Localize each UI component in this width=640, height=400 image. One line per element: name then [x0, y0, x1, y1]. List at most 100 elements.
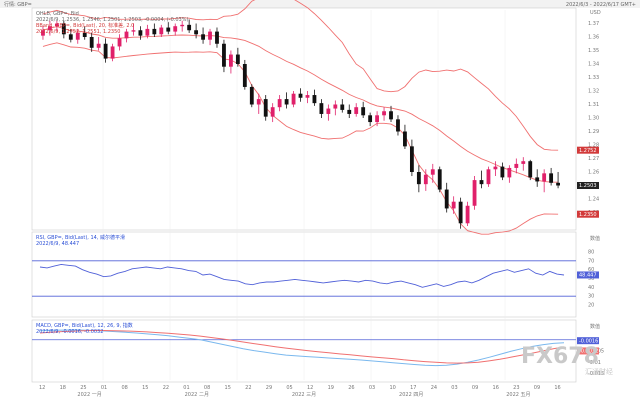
x-month-label: 2022 一月	[77, 392, 101, 398]
candle-body	[403, 131, 407, 147]
candle-body	[514, 163, 519, 168]
gridlines	[102, 10, 506, 380]
candle-body	[486, 169, 491, 185]
x-day-tick: 22	[245, 385, 251, 391]
candle-body	[166, 27, 171, 32]
x-day-tick: 12	[307, 385, 313, 391]
candle-body	[61, 23, 66, 35]
candle-body	[215, 31, 219, 44]
candle-body	[416, 172, 421, 185]
candle-body	[528, 161, 533, 178]
candle-body	[354, 107, 359, 114]
x-month-label: 2022 二月	[185, 392, 209, 398]
x-day-tick: 09	[472, 385, 478, 391]
price-tag-box	[577, 210, 599, 218]
x-day-tick: 01	[183, 385, 189, 391]
candle-body	[298, 93, 303, 98]
candle-body	[493, 166, 498, 170]
candle-body	[194, 30, 199, 35]
x-day-tick: 10	[389, 385, 395, 391]
candle-body	[479, 180, 484, 185]
candle-body	[472, 180, 477, 206]
macd-legend-1: MACD, GBP=, Bid(Last), 12, 26, 9, 指数	[36, 322, 133, 329]
candle-body	[270, 107, 275, 117]
candle-body	[103, 43, 108, 59]
candle-body	[41, 30, 45, 36]
candle-body	[180, 24, 185, 27]
candle-body	[458, 201, 463, 224]
macd-legend-2: 2022/6/9, -0.0016, -0.0032	[36, 329, 103, 335]
header-right: 2022/6/3 - 2022/6/17 GMT+	[566, 2, 636, 8]
x-day-tick: 29	[266, 385, 272, 391]
price-tick-label: 1.33	[588, 75, 599, 81]
x-day-tick: 25	[80, 385, 86, 391]
x-month-label: 2022 三月	[292, 392, 316, 398]
candle-body	[340, 104, 345, 110]
candle-body	[375, 115, 380, 123]
rsi-tick-label: 50	[588, 276, 594, 282]
x-day-tick: 16	[554, 385, 560, 391]
candle-body	[333, 104, 338, 109]
x-day-tick: 26	[348, 385, 354, 391]
candle-body	[228, 54, 233, 67]
watermark-logo: FX678	[521, 344, 599, 369]
candle-body	[256, 99, 261, 105]
candle-body	[235, 54, 240, 64]
candle-body	[82, 32, 87, 37]
candle-body	[319, 103, 324, 114]
candle-body	[89, 37, 94, 48]
candle-body	[556, 182, 560, 186]
x-day-tick: 19	[328, 385, 334, 391]
candle-body	[382, 111, 386, 116]
candle-body	[131, 30, 136, 32]
x-day-tick: 05	[286, 385, 292, 391]
x-day-tick: 08	[121, 385, 127, 391]
candle-body	[96, 43, 101, 48]
rsi-legend-1: RSI, GBP=, Bid(Last), 14, 威尔德平滑	[36, 234, 125, 241]
candle-body	[451, 201, 456, 209]
price-tag-box	[577, 182, 599, 189]
candle-body	[409, 146, 414, 172]
x-day-tick: 15	[142, 385, 148, 391]
candle-body	[75, 32, 80, 40]
rsi-unit: 数值	[590, 235, 600, 242]
header-left: 行情: GBP=	[4, 1, 32, 8]
candle-body	[500, 166, 505, 178]
candle-body	[291, 93, 296, 105]
x-month-label: 2022 四月	[399, 392, 423, 398]
candle-body	[152, 28, 157, 35]
rsi-tick-label: 80	[588, 250, 594, 256]
bollinger-lower-line	[42, 42, 559, 235]
candle-body	[361, 107, 366, 116]
candle-body	[201, 34, 205, 40]
price-tick-label: 1.24	[588, 197, 599, 203]
x-day-tick: 17	[410, 385, 416, 391]
candle-body	[535, 177, 540, 182]
price-legend-1: OHLB, GBP=, Bid	[36, 11, 79, 17]
x-day-tick: 22	[163, 385, 169, 391]
x-axis: 12 18 25 01 08 15 22 01 08 15 22 29 05 12 19 26 03 10 17 24…	[39, 385, 561, 398]
candle-body	[249, 86, 254, 105]
candle-body	[208, 31, 212, 40]
macd-signal-line	[39, 330, 565, 364]
candle-body	[117, 38, 122, 47]
bb-legend-2: 2022/6/9, 1.2752, 1.2551, 1.2350	[36, 29, 120, 35]
candle-body	[389, 111, 393, 120]
bollinger-bands	[42, 0, 559, 235]
price-tick-label: 1.31	[588, 102, 599, 108]
candle-body	[110, 46, 115, 59]
rsi-tick-label: 30	[588, 294, 594, 300]
rsi-line	[39, 263, 565, 288]
bollinger-upper-line	[42, 0, 559, 151]
candle-body	[124, 31, 129, 39]
price-tick-label: 1.36	[588, 35, 599, 41]
candle-body	[48, 26, 52, 31]
price-tick-label: 1.35	[588, 48, 599, 54]
candle-body	[326, 108, 331, 114]
candle-body	[222, 43, 226, 67]
price-tick-label: 1.32	[588, 89, 599, 95]
candle-body	[138, 30, 143, 36]
candle-body	[396, 119, 400, 132]
bollinger-middle-line	[42, 26, 559, 183]
